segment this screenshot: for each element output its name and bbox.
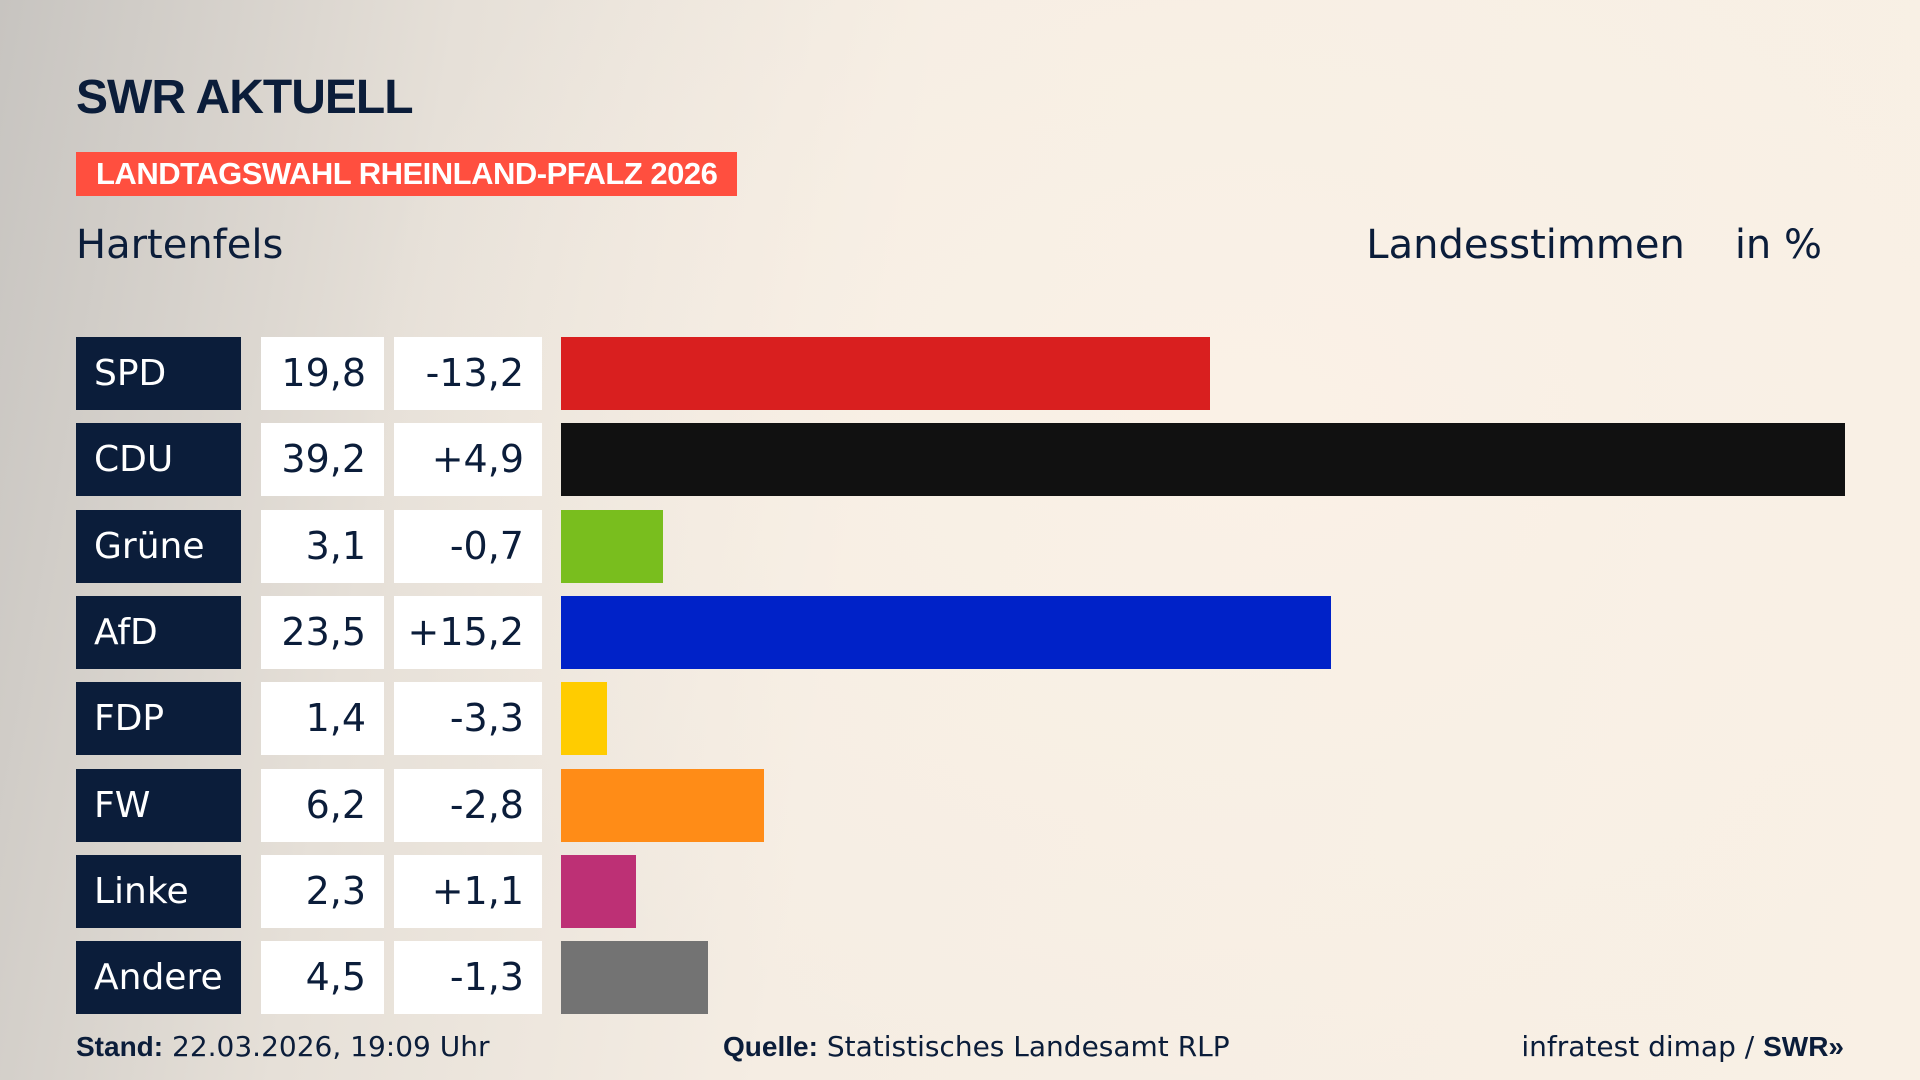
value-label: 39,2 (261, 423, 384, 497)
bar (561, 423, 1845, 497)
party-row: FDP 1,4 -3,3 (76, 682, 607, 756)
party-row: CDU 39,2 +4,9 (76, 423, 1845, 497)
credit: infratest dimap / SWR» (1521, 1030, 1844, 1063)
party-label: FW (76, 768, 241, 842)
party-row: AfD 23,5 +15,2 (76, 595, 1331, 669)
party-label: SPD (76, 337, 241, 410)
diff-label: -1,3 (394, 941, 542, 1015)
diff-label: +1,1 (394, 854, 542, 928)
source-label: Quelle: (723, 1031, 818, 1062)
party-row: Andere 4,5 -1,3 (76, 941, 709, 1015)
party-label: Grüne (76, 509, 241, 583)
bar (561, 595, 1331, 669)
stand-value: 22.03.2026, 19:09 Uhr (172, 1030, 490, 1063)
bar (561, 941, 709, 1015)
diff-label: -2,8 (394, 768, 542, 842)
party-row: SPD 19,8 -13,2 (76, 337, 1210, 410)
party-label: Linke (76, 854, 241, 928)
diff-label: -3,3 (394, 682, 542, 756)
party-label: CDU (76, 423, 241, 497)
party-label: Andere (76, 941, 241, 1015)
diff-label: -13,2 (394, 337, 542, 410)
swr-logo-small: SWR (1763, 1031, 1829, 1062)
value-label: 4,5 (261, 941, 384, 1015)
value-label: 3,1 (261, 509, 384, 583)
region-title: Hartenfels (76, 222, 284, 268)
value-label: 19,8 (261, 337, 384, 410)
bar (561, 768, 765, 842)
party-row: FW 6,2 -2,8 (76, 768, 765, 842)
diff-label: -0,7 (394, 509, 542, 583)
value-label: 2,3 (261, 854, 384, 928)
value-label: 1,4 (261, 682, 384, 756)
party-label: FDP (76, 682, 241, 756)
bar (561, 854, 637, 928)
credit-text: infratest dimap / (1521, 1030, 1755, 1063)
election-banner: LANDTAGSWAHL RHEINLAND-PFALZ 2026 (76, 152, 738, 196)
source-value: Statistisches Landesamt RLP (826, 1030, 1230, 1063)
bar (561, 509, 663, 583)
logo-text: SWR AKTUELL (76, 71, 414, 124)
party-label: AfD (76, 595, 241, 669)
stand-label: Stand: (76, 1031, 164, 1062)
measure-header: Landesstimmen in % (1366, 222, 1822, 268)
timestamp: Stand: 22.03.2026, 19:09 Uhr (76, 1030, 489, 1063)
value-label: 23,5 (261, 595, 384, 669)
swr-aktuell-logo: SWR AKTUELL (76, 70, 414, 125)
party-row: Linke 2,3 +1,1 (76, 854, 637, 928)
party-row: Grüne 3,1 -0,7 (76, 509, 663, 583)
bar (561, 682, 607, 756)
diff-label: +15,2 (394, 595, 542, 669)
unit-label: in % (1734, 222, 1822, 268)
value-label: 6,2 (261, 768, 384, 842)
bar (561, 337, 1210, 410)
source: Quelle: Statistisches Landesamt RLP (723, 1030, 1230, 1063)
diff-label: +4,9 (394, 423, 542, 497)
measure-label: Landesstimmen (1366, 222, 1685, 268)
